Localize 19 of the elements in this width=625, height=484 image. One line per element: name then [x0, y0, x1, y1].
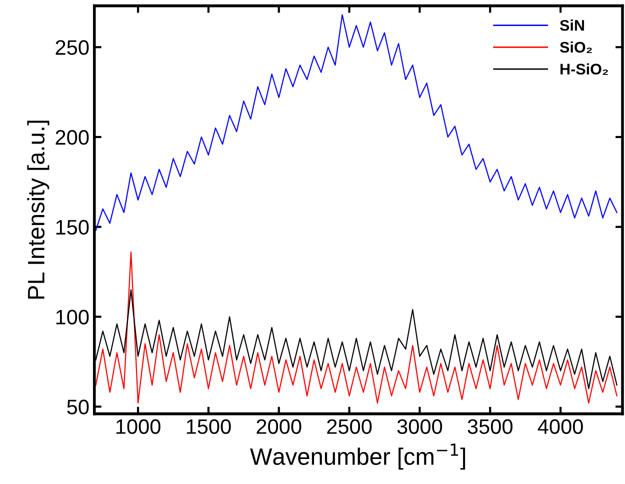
x-tick-label: 2000: [256, 419, 302, 434]
line-series: [95, 252, 618, 404]
legend-label: SiN: [560, 20, 584, 31]
line-series: [95, 14, 618, 232]
legend-label: H-SiO₂: [560, 63, 608, 75]
y-tick-label: 100: [56, 310, 89, 325]
x-tick-label: 1000: [116, 419, 160, 434]
x-tick-label: 3500: [468, 419, 512, 434]
y-tick-label: 250: [56, 40, 89, 55]
x-tick-label: 3000: [397, 419, 442, 434]
y-tick-label: 150: [56, 220, 89, 235]
x-tick-label: 2500: [327, 419, 372, 434]
x-axis-title: Wavenumber [cm$^{−1}$]: [250, 444, 466, 470]
y-tick-label: 50: [67, 400, 89, 414]
x-tick-label: 1500: [186, 419, 231, 434]
y-tick-label: 200: [56, 130, 89, 145]
legend-label: SiO₂: [560, 41, 592, 53]
x-tick-label: 4000: [538, 419, 583, 434]
y-axis-title: PL Intensity [a.u.]: [27, 120, 50, 299]
